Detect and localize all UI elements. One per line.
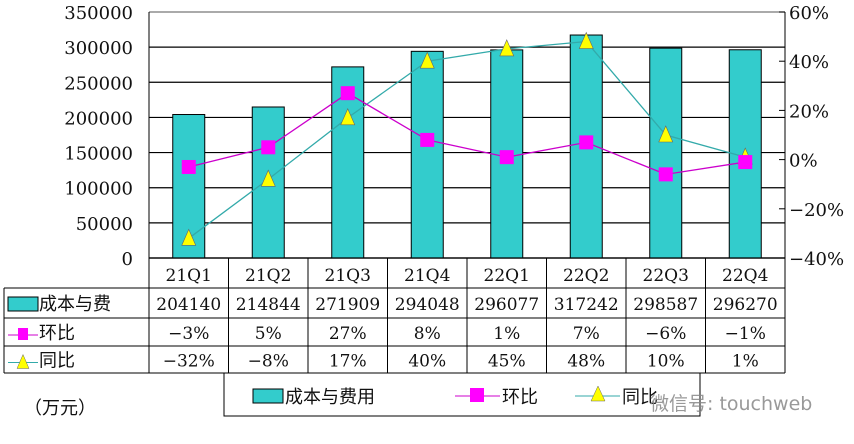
table-cell: 296270 [713,295,778,315]
category-label: 21Q1 [166,266,212,286]
table-row-label: 同比 [39,351,75,372]
table-cell: 1% [732,352,759,372]
table-cell: 7% [573,324,600,344]
marker-环比-21Q4 [420,132,435,147]
y-right-tick-label: 40% [789,52,829,73]
data-table: 21Q1 21Q2 21Q3 21Q4 22Q1 22Q2 22Q3 22Q4 成本与费 2041… [3,257,786,374]
category-label: 21Q2 [245,266,291,286]
line-环比 [188,92,746,176]
table-cell: 1% [493,324,520,344]
y-left-tick-label: 300000 [64,38,133,59]
y-right-tick-label: 20% [789,101,829,122]
legend-label: 环比 [502,387,538,408]
marker-同比-22Q2 [578,31,594,49]
category-label: 22Q1 [484,266,530,286]
y-right-tick-label: −20% [789,200,844,221]
table-cell: 298587 [633,295,698,315]
marker-同比-21Q4 [419,51,435,69]
table-cell: −32% [163,352,215,372]
table-cell: 8% [414,324,441,344]
marker-环比-22Q4 [738,155,753,170]
series-lines [181,31,753,246]
gridlines [149,11,785,259]
marker-环比-22Q3 [658,167,673,182]
marker-环比-21Q1 [181,159,196,174]
bar-21Q4 [410,50,444,259]
y-right-tick-label: −40% [789,249,844,270]
table-cell: −3% [168,324,209,344]
table-cell: −8% [248,352,289,372]
legend-key-bar [252,388,284,404]
y-left-tick-label: 200000 [64,108,133,129]
table-cell: 294048 [395,295,460,315]
watermark: 微信号: touchweb [650,393,812,415]
table-cell: 45% [488,352,526,372]
table-cell: −6% [645,324,686,344]
table-cell: 214844 [236,295,301,315]
y-left-tick-label: 350000 [64,3,133,24]
category-label: 21Q3 [325,266,371,286]
table-row-label: 成本与费 [39,294,111,315]
y-left-tick-label: 0 [122,249,133,270]
marker-环比-21Q2 [261,140,276,155]
bar-22Q3 [649,47,683,259]
y-left-tick-label: 250000 [64,73,133,94]
legend-label: 成本与费用 [285,387,375,408]
marker-同比-22Q1 [499,39,515,57]
marker-环比-22Q1 [499,150,514,165]
category-label: 22Q2 [563,266,609,286]
table-cell: 40% [408,352,446,372]
marker-同比-22Q3 [658,125,674,143]
y-left-tick-label: 150000 [64,144,133,165]
category-label: 22Q3 [643,266,689,286]
legend-key-triangle [590,385,606,402]
marker-环比-22Q2 [579,135,594,150]
table-cell: 27% [329,324,367,344]
y-right-tick-label: 0% [789,151,818,172]
table-cell: 204140 [156,295,221,315]
bars [172,34,762,259]
category-label: 22Q4 [722,266,768,286]
marker-环比-21Q3 [340,86,355,101]
marker-同比-21Q3 [340,108,356,126]
y-right-tick-label: 60% [789,3,829,24]
legend: 成本与费用 环比 同比 [223,372,701,417]
marker-同比-21Q2 [260,169,276,187]
y-left-tick-label: 100000 [64,179,133,200]
legend-key-square [470,388,484,402]
table-cell: 296077 [474,295,539,315]
line-同比 [188,40,746,239]
table-cell: 17% [329,352,367,372]
legend-box [223,372,701,417]
y-left-tick-label: 50000 [76,214,133,235]
axes: 0 50000 100000 150000 200000 250000 300000 3500… [64,3,844,270]
category-label: 21Q4 [404,266,450,286]
marker-同比-21Q1 [181,228,197,246]
table-key-bar [7,296,39,312]
table-key-square [18,328,28,340]
table-cell: 271909 [315,295,380,315]
table-row-label: 环比 [39,323,75,344]
table-cell: 317242 [554,295,619,315]
table-key-triangle [16,353,30,369]
table-cell: −1% [725,324,766,344]
table-cell: 10% [647,352,685,372]
unit-note: （万元） [24,398,96,419]
table-cell: 5% [255,324,282,344]
legend-label: 同比 [622,387,658,408]
table-cell: 48% [567,352,605,372]
